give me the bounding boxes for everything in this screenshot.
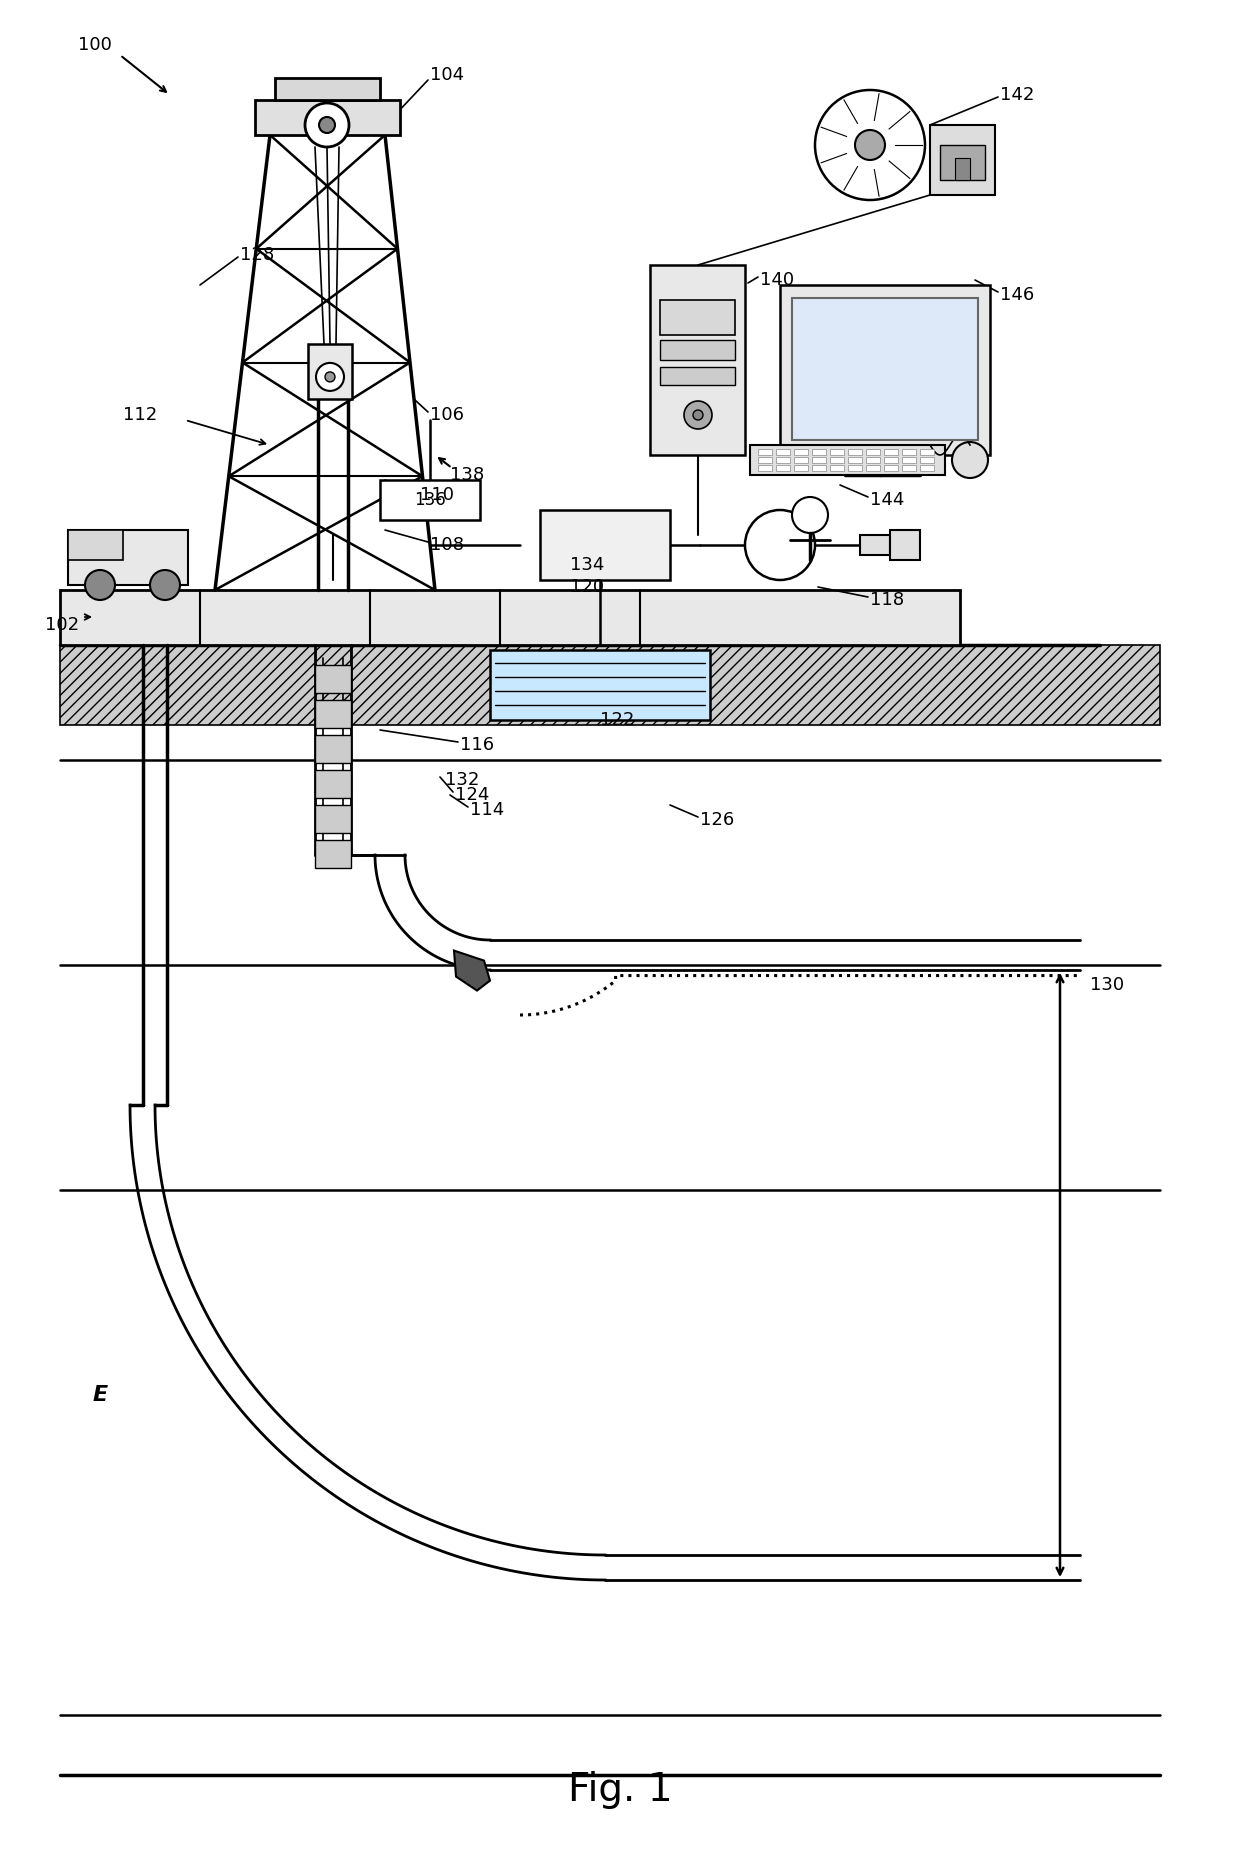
Bar: [60, 590, 960, 646]
Text: 112: 112: [123, 406, 157, 425]
Bar: [866, 449, 880, 454]
Bar: [255, 100, 401, 135]
Bar: [660, 367, 735, 386]
Text: 120: 120: [570, 579, 604, 595]
Bar: [901, 456, 916, 464]
Circle shape: [792, 497, 828, 532]
Circle shape: [319, 117, 335, 134]
Bar: [315, 770, 351, 798]
Text: 116: 116: [460, 736, 494, 753]
Circle shape: [815, 91, 925, 200]
Bar: [275, 78, 379, 100]
Text: 118: 118: [870, 592, 904, 608]
Bar: [315, 699, 351, 727]
Bar: [812, 466, 826, 471]
Text: 124: 124: [455, 787, 490, 803]
Text: 114: 114: [470, 801, 505, 820]
Bar: [792, 299, 978, 440]
Circle shape: [150, 569, 180, 599]
Bar: [379, 480, 480, 519]
Bar: [539, 510, 670, 581]
Text: 126: 126: [701, 811, 734, 829]
Bar: [776, 456, 790, 464]
Text: 130: 130: [1090, 976, 1125, 994]
Bar: [68, 531, 123, 560]
Bar: [884, 466, 898, 471]
Bar: [848, 456, 862, 464]
Text: 100: 100: [78, 35, 112, 54]
Text: 128: 128: [241, 247, 274, 263]
Text: 140: 140: [760, 271, 794, 289]
Bar: [920, 449, 934, 454]
Circle shape: [745, 510, 815, 581]
Circle shape: [856, 130, 885, 160]
Polygon shape: [454, 950, 490, 991]
Bar: [794, 466, 808, 471]
Bar: [315, 805, 351, 833]
Text: 138: 138: [450, 466, 485, 484]
Bar: [776, 466, 790, 471]
Text: Fig. 1: Fig. 1: [568, 1772, 672, 1809]
Bar: [660, 301, 735, 336]
Bar: [830, 449, 844, 454]
Bar: [68, 531, 188, 584]
Bar: [758, 466, 773, 471]
Circle shape: [316, 364, 343, 391]
Bar: [812, 456, 826, 464]
Circle shape: [684, 401, 712, 429]
Circle shape: [305, 104, 348, 147]
Bar: [794, 449, 808, 454]
Bar: [308, 343, 352, 399]
Bar: [830, 466, 844, 471]
Bar: [660, 339, 735, 360]
Text: 122: 122: [600, 710, 635, 729]
Bar: [866, 456, 880, 464]
Bar: [794, 456, 808, 464]
Bar: [490, 649, 711, 720]
Text: 144: 144: [870, 492, 904, 508]
Bar: [60, 646, 1159, 725]
Bar: [750, 445, 945, 475]
Bar: [315, 735, 351, 762]
Bar: [920, 456, 934, 464]
Bar: [848, 449, 862, 454]
Circle shape: [952, 441, 988, 479]
Bar: [920, 466, 934, 471]
Text: 132: 132: [445, 772, 480, 788]
Text: 110: 110: [420, 486, 454, 505]
Text: 106: 106: [430, 406, 464, 425]
Bar: [812, 449, 826, 454]
Bar: [861, 534, 890, 555]
Bar: [758, 449, 773, 454]
Bar: [776, 449, 790, 454]
Bar: [901, 449, 916, 454]
Text: 142: 142: [999, 85, 1034, 104]
Bar: [955, 158, 970, 180]
Bar: [940, 145, 985, 180]
Bar: [650, 265, 745, 454]
Bar: [901, 466, 916, 471]
Bar: [758, 456, 773, 464]
Text: 104: 104: [430, 67, 464, 83]
Circle shape: [86, 569, 115, 599]
Text: 134: 134: [570, 556, 604, 573]
Text: 102: 102: [45, 616, 79, 634]
Bar: [780, 286, 990, 454]
Bar: [890, 531, 920, 560]
Text: 136: 136: [414, 492, 446, 508]
Bar: [884, 449, 898, 454]
Bar: [930, 124, 994, 195]
Circle shape: [325, 371, 335, 382]
Bar: [884, 456, 898, 464]
Circle shape: [693, 410, 703, 419]
Bar: [830, 456, 844, 464]
Text: 108: 108: [430, 536, 464, 555]
Bar: [315, 840, 351, 868]
Bar: [866, 466, 880, 471]
Bar: [848, 466, 862, 471]
Text: 146: 146: [999, 286, 1034, 304]
Text: E: E: [92, 1386, 108, 1404]
Bar: [315, 664, 351, 694]
